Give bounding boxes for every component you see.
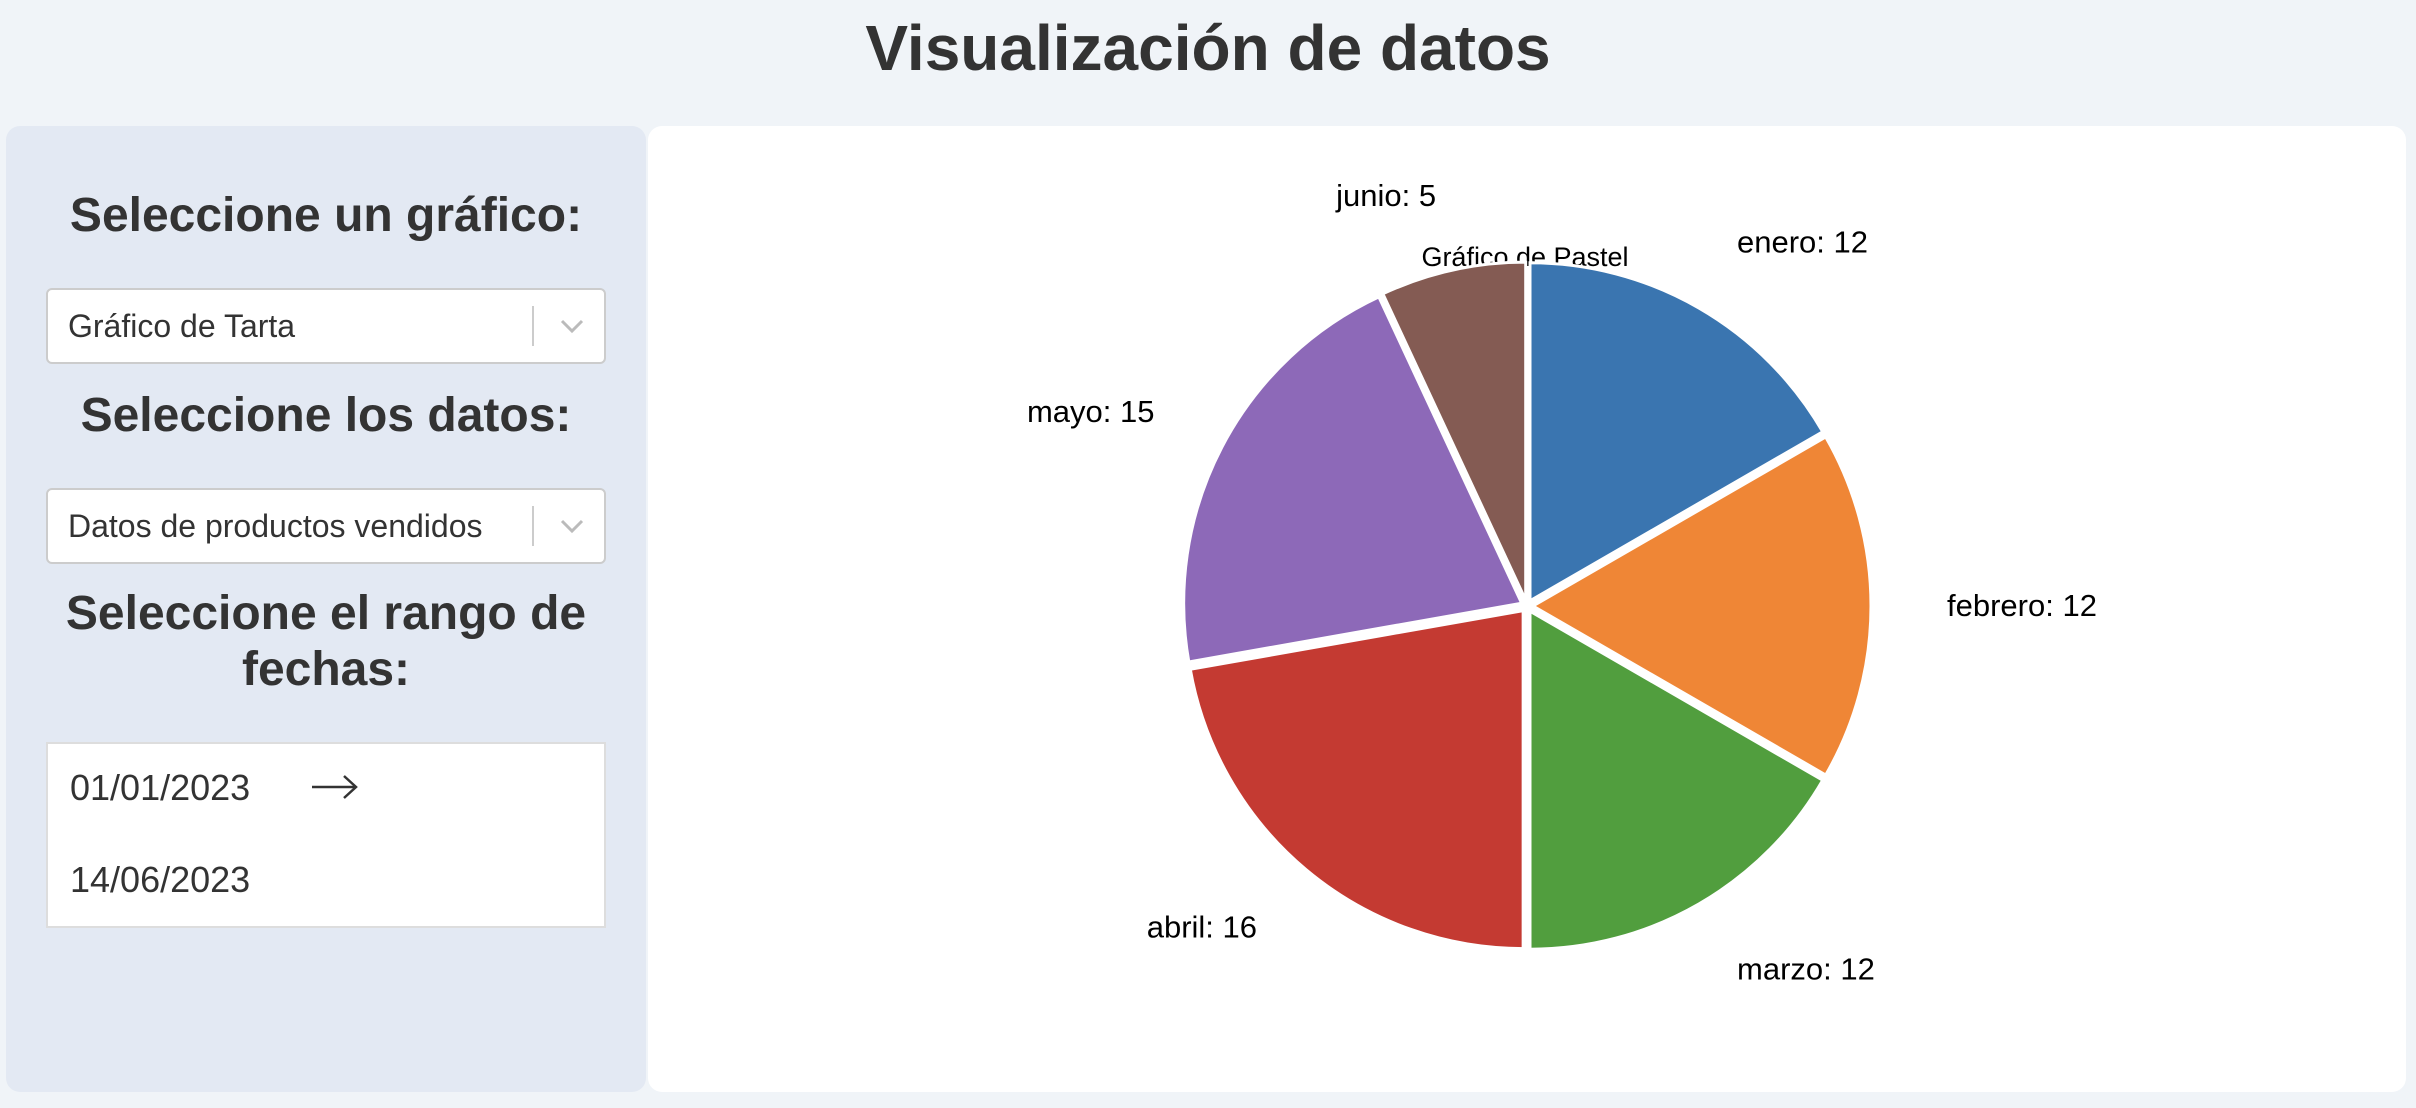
start-date-input[interactable]: 01/01/2023 xyxy=(70,767,251,808)
pie-label-junio: junio: 5 xyxy=(1335,178,1436,213)
dropdown-separator xyxy=(532,506,534,546)
data-source-dropdown[interactable]: Datos de productos vendidos xyxy=(46,488,606,564)
pie-label-abril: abril: 16 xyxy=(1147,910,1257,945)
arrow-right-icon xyxy=(312,775,358,799)
chart-type-dropdown[interactable]: Gráfico de Tarta xyxy=(46,288,606,364)
end-date-input[interactable]: 14/06/2023 xyxy=(70,859,251,900)
chevron-down-icon[interactable] xyxy=(554,510,590,542)
data-select-heading: Seleccione los datos: xyxy=(80,389,572,442)
pie-label-enero: enero: 12 xyxy=(1737,224,1868,259)
chart-select-heading: Seleccione un gráfico: xyxy=(69,189,583,242)
pie-slice-abril xyxy=(1188,608,1525,951)
chart-panel: Gráfico de Pastel enero: 12 febrero: 12 ma… xyxy=(648,126,2406,1092)
date-range-picker[interactable]: 01/01/2023 14/06/2023 xyxy=(46,742,606,928)
pie-slice-febrero xyxy=(1529,434,1873,778)
page-title: Visualización de datos xyxy=(865,12,1551,84)
sidebar: Seleccione un gráfico: Gráfico de Tarta … xyxy=(6,126,646,1092)
pie-label-marzo: marzo: 12 xyxy=(1737,952,1875,987)
date-range-heading: Seleccione el rango de fechas: xyxy=(65,587,587,696)
pie-slice-enero xyxy=(1528,261,1825,604)
pie-label-mayo: mayo: 15 xyxy=(1027,394,1155,429)
pie-slice-junio xyxy=(1380,260,1528,601)
pie-label-febrero: febrero: 12 xyxy=(1947,588,2097,623)
pie-slice-mayo xyxy=(1182,294,1524,664)
chart-type-value: Gráfico de Tarta xyxy=(68,308,296,344)
dropdown-separator xyxy=(532,306,534,346)
chevron-down-icon[interactable] xyxy=(554,310,590,342)
data-source-value: Datos de productos vendidos xyxy=(68,508,483,544)
pie-slice-marzo xyxy=(1528,608,1825,951)
